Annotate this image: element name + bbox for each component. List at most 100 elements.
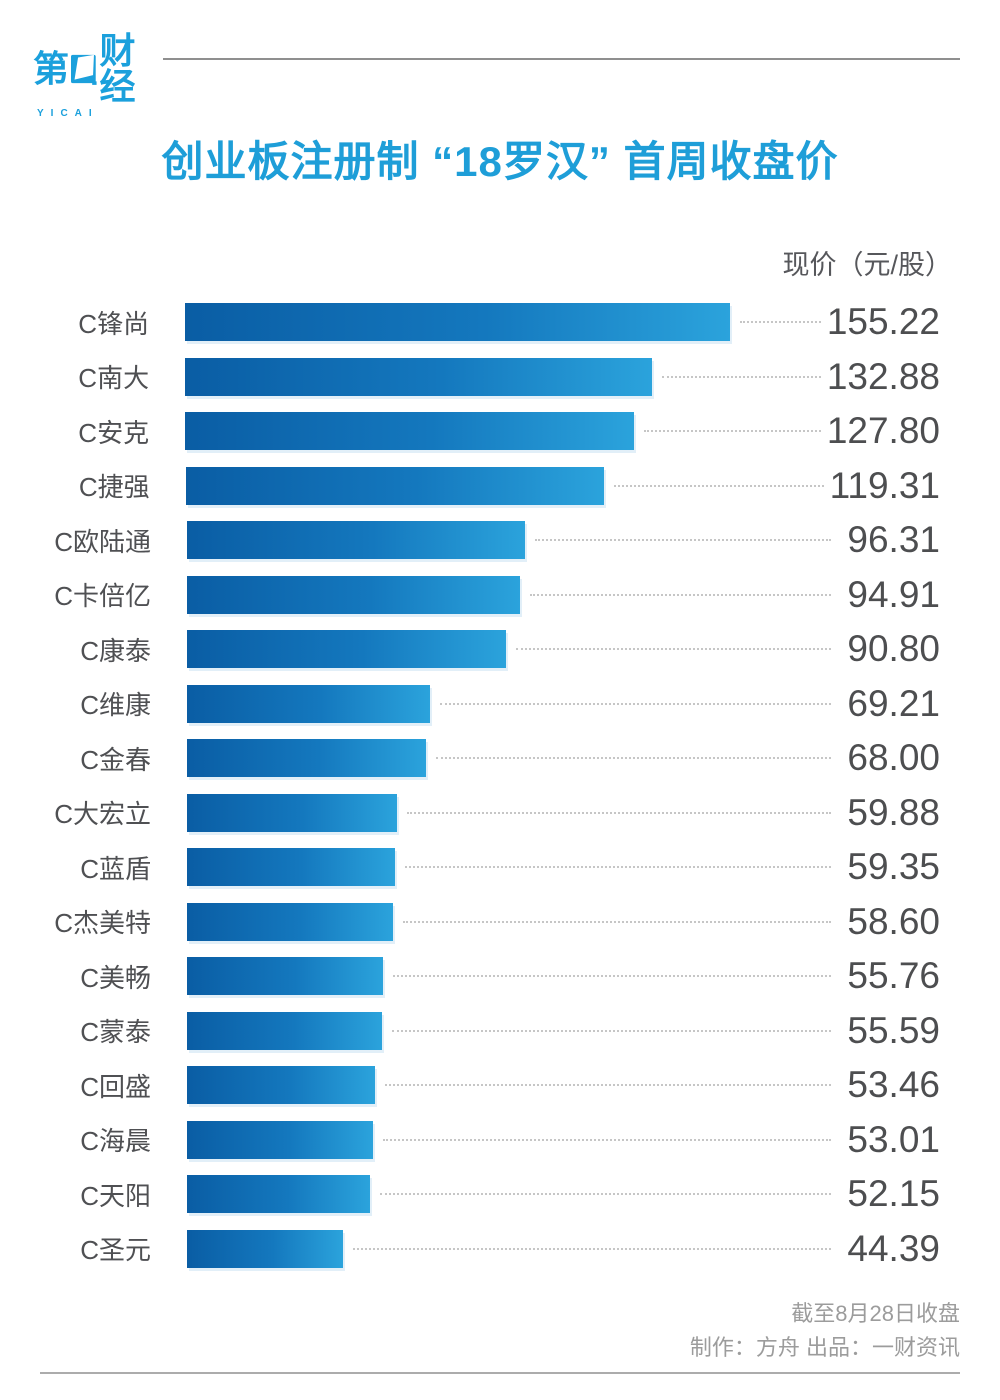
bar-value: 55.59 <box>847 1009 940 1051</box>
bar <box>187 1120 374 1159</box>
bar-track <box>187 575 837 614</box>
bar <box>187 1175 371 1214</box>
chart-row: C康泰 90.80 <box>0 622 1000 677</box>
yicai-logo-wordmark: 第 财经 <box>33 33 163 105</box>
bar-value: 59.35 <box>847 846 940 888</box>
yicai-logo: 第 财经 YICAI <box>33 33 163 120</box>
bar-value: 53.46 <box>847 1064 940 1106</box>
leader-dotted-line <box>407 811 831 814</box>
bar <box>185 412 634 451</box>
footer-credits: 制作：方舟 出品：一财资讯 <box>689 1335 960 1360</box>
logo-yicai-letters: YICAI <box>37 108 99 119</box>
chart-row: C捷强 119.31 <box>0 459 1000 514</box>
chart-row: C天阳 52.15 <box>0 1167 1000 1222</box>
chart-row: C南大 132.88 <box>0 350 1000 405</box>
chart-row: C金春 68.00 <box>0 731 1000 786</box>
chart-row: C海晨 53.01 <box>0 1113 1000 1168</box>
bar <box>187 957 383 996</box>
bar-label: C天阳 <box>80 1180 151 1211</box>
leader-dotted-line <box>402 920 831 923</box>
bar-label: C大宏立 <box>54 799 151 830</box>
bar-track <box>185 357 827 396</box>
chart-row: C回盛 53.46 <box>0 1058 1000 1113</box>
footer-date-note: 截至8月28日收盘 <box>791 1301 960 1326</box>
leader-dotted-line <box>392 1029 831 1032</box>
bar-track <box>187 957 837 996</box>
chart-row: C美畅 55.76 <box>0 949 1000 1004</box>
bar-label: C美畅 <box>80 962 151 993</box>
bar-label: C锋尚 <box>78 308 150 339</box>
bar-label: C回盛 <box>80 1071 151 1102</box>
bar-track <box>185 303 827 342</box>
chart-row: C蒙泰 55.59 <box>0 1004 1000 1059</box>
bar-value: 68.00 <box>847 737 940 779</box>
bar-label: C卡倍亿 <box>54 581 151 612</box>
bar-value: 155.22 <box>826 301 940 343</box>
bar-value: 127.80 <box>826 410 940 452</box>
bar <box>187 575 521 614</box>
bar-value: 90.80 <box>847 628 940 670</box>
bar-track <box>187 1066 837 1105</box>
leader-dotted-line <box>515 648 831 651</box>
bar <box>187 684 430 723</box>
bar <box>187 793 398 832</box>
chart-row: C卡倍亿 94.91 <box>0 568 1000 623</box>
leader-dotted-line <box>643 430 821 433</box>
axis-unit-label: 现价（元/股） <box>782 250 952 280</box>
leader-dotted-line <box>435 757 831 760</box>
bar-track <box>187 739 837 778</box>
bar-track <box>187 848 837 887</box>
bar-track <box>187 902 837 941</box>
footer-divider-line <box>40 1372 960 1374</box>
leader-dotted-line <box>392 975 831 978</box>
chart-row: C圣元 44.39 <box>0 1222 1000 1277</box>
bar <box>187 848 396 887</box>
bar <box>187 630 506 669</box>
bar <box>185 357 652 396</box>
bar <box>187 1229 343 1268</box>
bar-value: 132.88 <box>826 355 940 397</box>
bar-value: 96.31 <box>847 519 940 561</box>
leader-dotted-line <box>530 593 831 596</box>
bar-label: C南大 <box>78 363 150 394</box>
chart-row: C锋尚 155.22 <box>0 295 1000 350</box>
bar-track <box>187 1011 837 1050</box>
chart-row: C蓝盾 59.35 <box>0 840 1000 895</box>
bar-value: 55.76 <box>847 955 940 997</box>
bar <box>185 303 731 342</box>
bar-label: C圣元 <box>80 1235 151 1266</box>
bar-value: 119.31 <box>829 464 940 506</box>
chart-title: 创业板注册制 “18罗汉” 首周收盘价 <box>161 138 839 185</box>
bar-track <box>187 1229 837 1268</box>
leader-dotted-line <box>440 702 831 705</box>
bar-value: 59.88 <box>847 791 940 833</box>
bar <box>187 521 526 560</box>
bar-value: 53.01 <box>847 1118 940 1160</box>
bar-track <box>187 1175 837 1214</box>
bar <box>187 902 393 941</box>
leader-dotted-line <box>661 375 821 378</box>
header-divider-line <box>163 58 960 60</box>
bar-track <box>187 630 837 669</box>
bar-value: 52.15 <box>847 1173 940 1215</box>
bar-track <box>187 521 837 560</box>
leader-dotted-line <box>614 484 824 487</box>
bar-label: C维康 <box>80 690 151 721</box>
bar <box>187 739 426 778</box>
leader-dotted-line <box>384 1084 831 1087</box>
chart-row: C安克 127.80 <box>0 404 1000 459</box>
bar-label: C蓝盾 <box>80 853 151 884</box>
logo-chars-caijing: 财经 <box>99 30 136 107</box>
leader-dotted-line <box>535 539 831 542</box>
leader-dotted-line <box>740 321 821 324</box>
bar-label: C杰美特 <box>54 908 151 939</box>
bar-track <box>187 793 837 832</box>
chart-row: C维康 69.21 <box>0 677 1000 732</box>
bar-track <box>185 412 827 451</box>
bar-track <box>187 1120 837 1159</box>
bar-label: C蒙泰 <box>80 1017 151 1048</box>
bar <box>187 1066 375 1105</box>
chart-row: C杰美特 58.60 <box>0 895 1000 950</box>
bar-label: C康泰 <box>80 635 151 666</box>
